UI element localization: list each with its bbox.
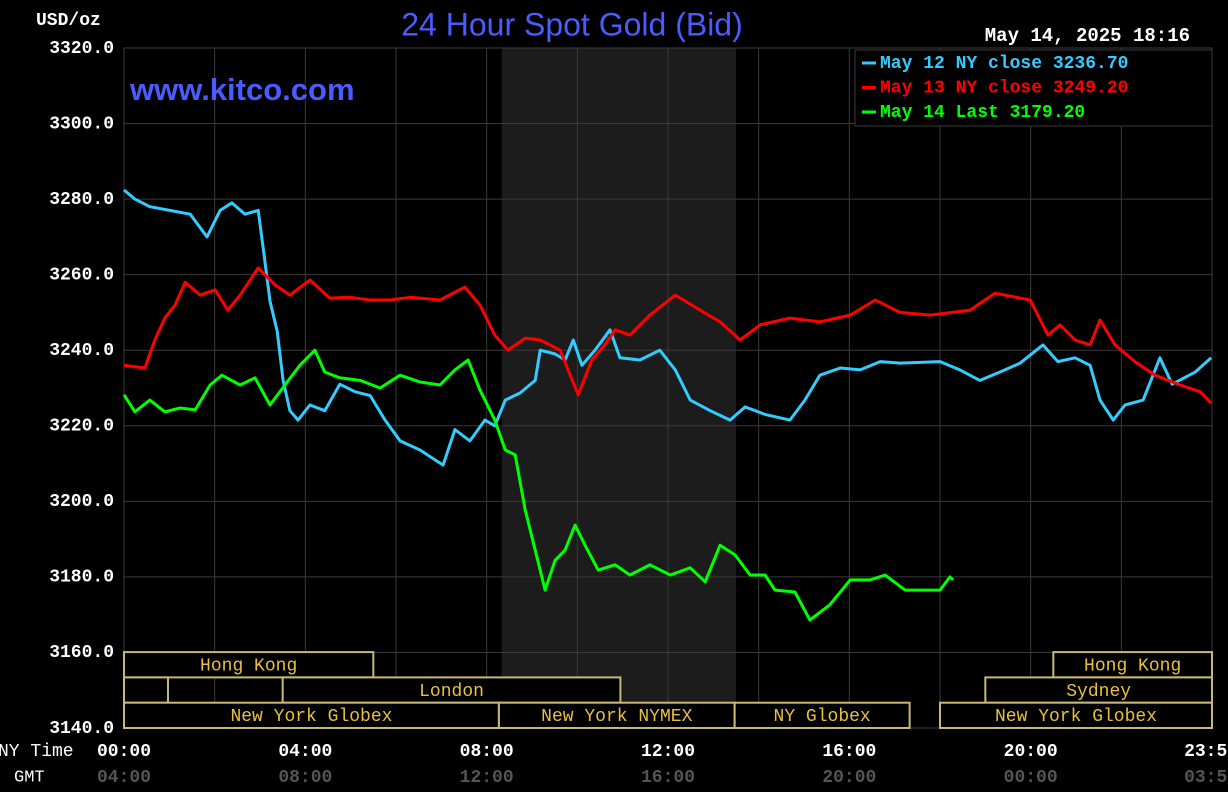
x-tick-label: 00:00 (97, 742, 151, 762)
x-axis-label: NY Time (0, 742, 74, 762)
labels: 24 Hour Spot Gold (Bid) May 14, 2025 18:… (0, 6, 1228, 787)
session-label: Hong Kong (200, 657, 297, 677)
x2-tick-label: 20:00 (822, 768, 876, 788)
session-label: NY Globex (774, 707, 871, 727)
legend-box (854, 49, 1213, 127)
series-line (122, 348, 955, 622)
x-tick-label: 23:59 (1184, 742, 1228, 762)
y-tick-label: 3140.0 (49, 719, 114, 739)
x-tick-label: 16:00 (822, 742, 876, 762)
x-tick-label: 20:00 (1004, 742, 1058, 762)
x2-tick-label: 04:00 (97, 768, 151, 788)
series-line (123, 266, 1213, 405)
session-label: Hong Kong (1084, 657, 1181, 677)
x2-axis-label: GMT (14, 768, 45, 787)
chart-title: 24 Hour Spot Gold (Bid) (401, 6, 743, 42)
y-tick-label: 3200.0 (49, 492, 114, 512)
x2-tick-label: 16:00 (641, 768, 695, 788)
x-tick-label: 12:00 (641, 742, 695, 762)
sessions: Hong Kong Hong Kong London Sydney New York G… (123, 651, 1214, 730)
y-tick-label: 3300.0 (49, 114, 114, 134)
session-label: Sydney (1066, 682, 1131, 702)
x2-tick-label: 00:00 (1004, 768, 1058, 788)
series-line (123, 188, 1213, 467)
session-box (123, 651, 375, 679)
y-axis-label: USD/oz (36, 11, 101, 31)
shaded-session (501, 48, 736, 728)
y-tick-label: 3240.0 (49, 341, 114, 361)
session-label: London (419, 682, 484, 702)
watermark: www.kitco.com (129, 72, 355, 107)
y-tick-label: 3280.0 (49, 190, 114, 210)
legend-label: May 13 NY close 3249.20 (880, 78, 1128, 98)
session-label: New York Globex (230, 707, 392, 727)
grid (123, 47, 1213, 729)
plot-background (501, 48, 736, 728)
session-box (984, 676, 1213, 704)
x2-tick-label: 12:00 (460, 768, 514, 788)
session-box (733, 701, 911, 730)
y-tick-label: 3220.0 (49, 417, 114, 437)
x-tick-label: 08:00 (460, 742, 514, 762)
x2-tick-label: 08:00 (278, 768, 332, 788)
session-box (939, 701, 1213, 730)
timestamp: May 14, 2025 18:16 (985, 25, 1190, 47)
y-tick-label: 3320.0 (49, 39, 114, 59)
session-label: New York Globex (995, 707, 1157, 727)
lines (122, 188, 1213, 622)
legend-label: May 14 Last 3179.20 (880, 103, 1085, 123)
session-box (1052, 651, 1214, 679)
session-box (123, 701, 500, 730)
legend: May 12 NY close 3236.70 May 13 NY close 3… (854, 49, 1213, 127)
session-box (123, 676, 169, 704)
x2-tick-label: 03:59 (1184, 768, 1228, 788)
y-tick-label: 3260.0 (49, 265, 114, 285)
legend-label: May 12 NY close 3236.70 (880, 54, 1128, 74)
y-tick-label: 3180.0 (49, 568, 114, 588)
session-label: New York NYMEX (541, 707, 692, 727)
y-tick-label: 3160.0 (49, 643, 114, 663)
x-tick-label: 04:00 (278, 742, 332, 762)
